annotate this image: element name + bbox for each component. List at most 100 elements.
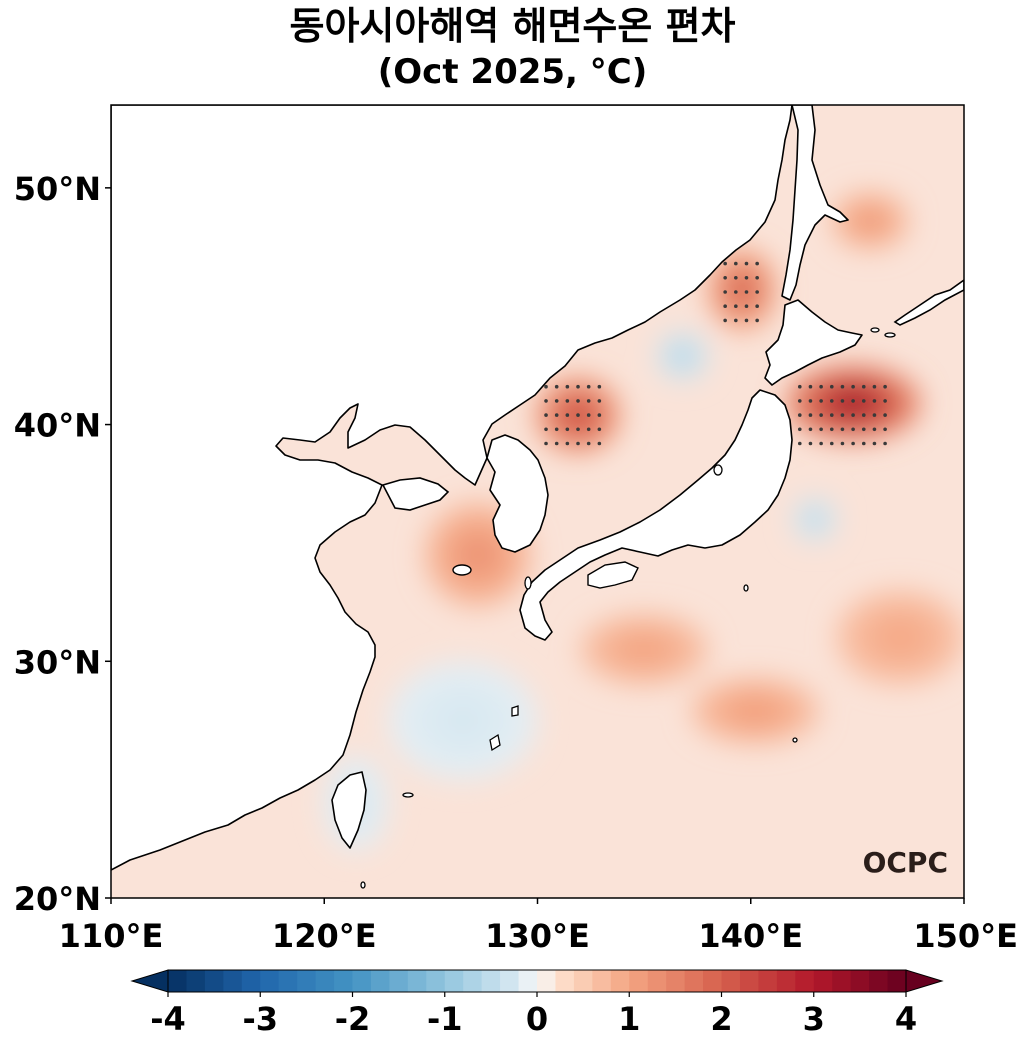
significance-dot: [851, 399, 855, 403]
significance-dot: [797, 441, 802, 446]
colorbar-extend-high: [905, 969, 944, 993]
significance-dot: [829, 399, 834, 403]
colorbar-bin: [776, 970, 796, 992]
significance-dot: [840, 441, 845, 446]
colorbar-bin: [647, 970, 667, 992]
significance-dot: [851, 384, 855, 389]
significance-dot: [744, 276, 749, 280]
significance-dot: [755, 261, 759, 266]
colorbar-tick-label: -1: [427, 1000, 463, 1038]
colorbar-bin: [278, 970, 298, 992]
y-tick-label: 40°N: [14, 407, 101, 445]
significance-dot: [851, 441, 855, 446]
significance-dot: [819, 413, 823, 417]
significance-dot: [883, 384, 887, 389]
colorbar-bin: [610, 970, 630, 992]
significance-dot: [565, 413, 570, 417]
significance-dot: [565, 399, 570, 403]
significance-dot: [851, 413, 855, 417]
significance-dot: [755, 318, 759, 323]
colorbar-tick-label: -4: [150, 1000, 186, 1038]
honshu-island: [519, 389, 793, 641]
colorbar-bin: [315, 970, 335, 992]
significance-dot: [840, 427, 845, 432]
significance-dot: [544, 399, 548, 403]
colorbar-extend-low: [130, 969, 169, 993]
significance-dot: [565, 441, 570, 446]
colorbar-bin: [573, 970, 593, 992]
sakhalin-island: [781, 105, 849, 301]
significance-dot: [734, 290, 738, 294]
colorbar-bin: [518, 970, 538, 992]
significance-dot: [861, 427, 866, 432]
significance-dot: [883, 413, 887, 417]
significance-dot: [797, 384, 802, 389]
colorbar-tick-label: 3: [803, 1000, 825, 1038]
anomaly-contour-8-1: [676, 350, 689, 362]
significance-dot: [723, 276, 727, 280]
significance-dot: [597, 413, 602, 417]
significance-dot: [576, 399, 580, 403]
colorbar-bin: [739, 970, 759, 992]
significance-dot: [840, 384, 845, 389]
colorbar-tick-label: 2: [710, 1000, 732, 1038]
significance-dot: [723, 290, 727, 294]
significance-dot: [565, 427, 570, 432]
significance-dot: [586, 441, 591, 446]
significance-dot: [755, 290, 759, 294]
shikoku-island: [587, 561, 639, 589]
colorbar-bin: [721, 970, 741, 992]
significance-dot: [597, 427, 602, 432]
shandong-peninsula: [381, 477, 450, 511]
anomaly-contour-0-1: [836, 393, 871, 413]
ocpc-logo: OCPC: [863, 846, 948, 879]
significance-dot: [819, 384, 823, 389]
x-tick-label: 150°E: [913, 917, 1018, 955]
y-tick-label: 20°N: [14, 880, 101, 918]
map-title: 동아시아해역 해면수온 편차: [289, 4, 736, 48]
okinawa-island: [489, 733, 501, 752]
colorbar-bin: [260, 970, 280, 992]
significance-dot: [586, 399, 591, 403]
colorbar-bin: [629, 970, 649, 992]
colorbar-bin: [370, 970, 390, 992]
significance-dot: [554, 384, 559, 389]
significance-dot: [576, 413, 580, 417]
significance-dot: [544, 413, 548, 417]
colorbar-bin: [334, 970, 354, 992]
significance-dot: [819, 441, 823, 446]
significance-dot: [734, 318, 738, 323]
anomaly-contour-5-1: [739, 702, 772, 720]
colorbar-bin: [481, 970, 501, 992]
x-tick-label: 120°E: [272, 917, 377, 955]
asia-mainland: [111, 105, 793, 871]
yellow-sea-island: [402, 792, 414, 798]
significance-dot: [554, 441, 559, 446]
significance-dot: [872, 441, 877, 446]
significance-dot: [734, 304, 738, 309]
coastal-island: [360, 881, 366, 889]
significance-dot: [797, 413, 802, 417]
x-tick-label: 140°E: [698, 917, 803, 955]
colorbar-tick-label: -2: [335, 1000, 371, 1038]
significance-dot: [808, 399, 813, 403]
colorbar-bin: [869, 970, 889, 992]
significance-dot: [861, 413, 866, 417]
significance-dot: [883, 441, 887, 446]
significance-dot: [808, 413, 813, 417]
colorbar: -4 -3 -2 -1 0 1 2 3 4: [130, 969, 944, 1038]
significance-dot: [872, 427, 877, 432]
anomaly-contour-7-1: [884, 625, 917, 650]
significance-dot: [597, 441, 602, 446]
significance-dot: [744, 304, 749, 309]
x-tick-label: 110°E: [59, 917, 164, 955]
colorbar-bin: [444, 970, 464, 992]
colorbar-bin: [555, 970, 575, 992]
significance-dot: [872, 413, 877, 417]
significance-dot: [744, 318, 749, 323]
significance-dot: [586, 384, 591, 389]
significance-dot: [829, 427, 834, 432]
significance-dot: [840, 399, 845, 403]
colorbar-bin: [297, 970, 317, 992]
significance-dot: [544, 441, 548, 446]
